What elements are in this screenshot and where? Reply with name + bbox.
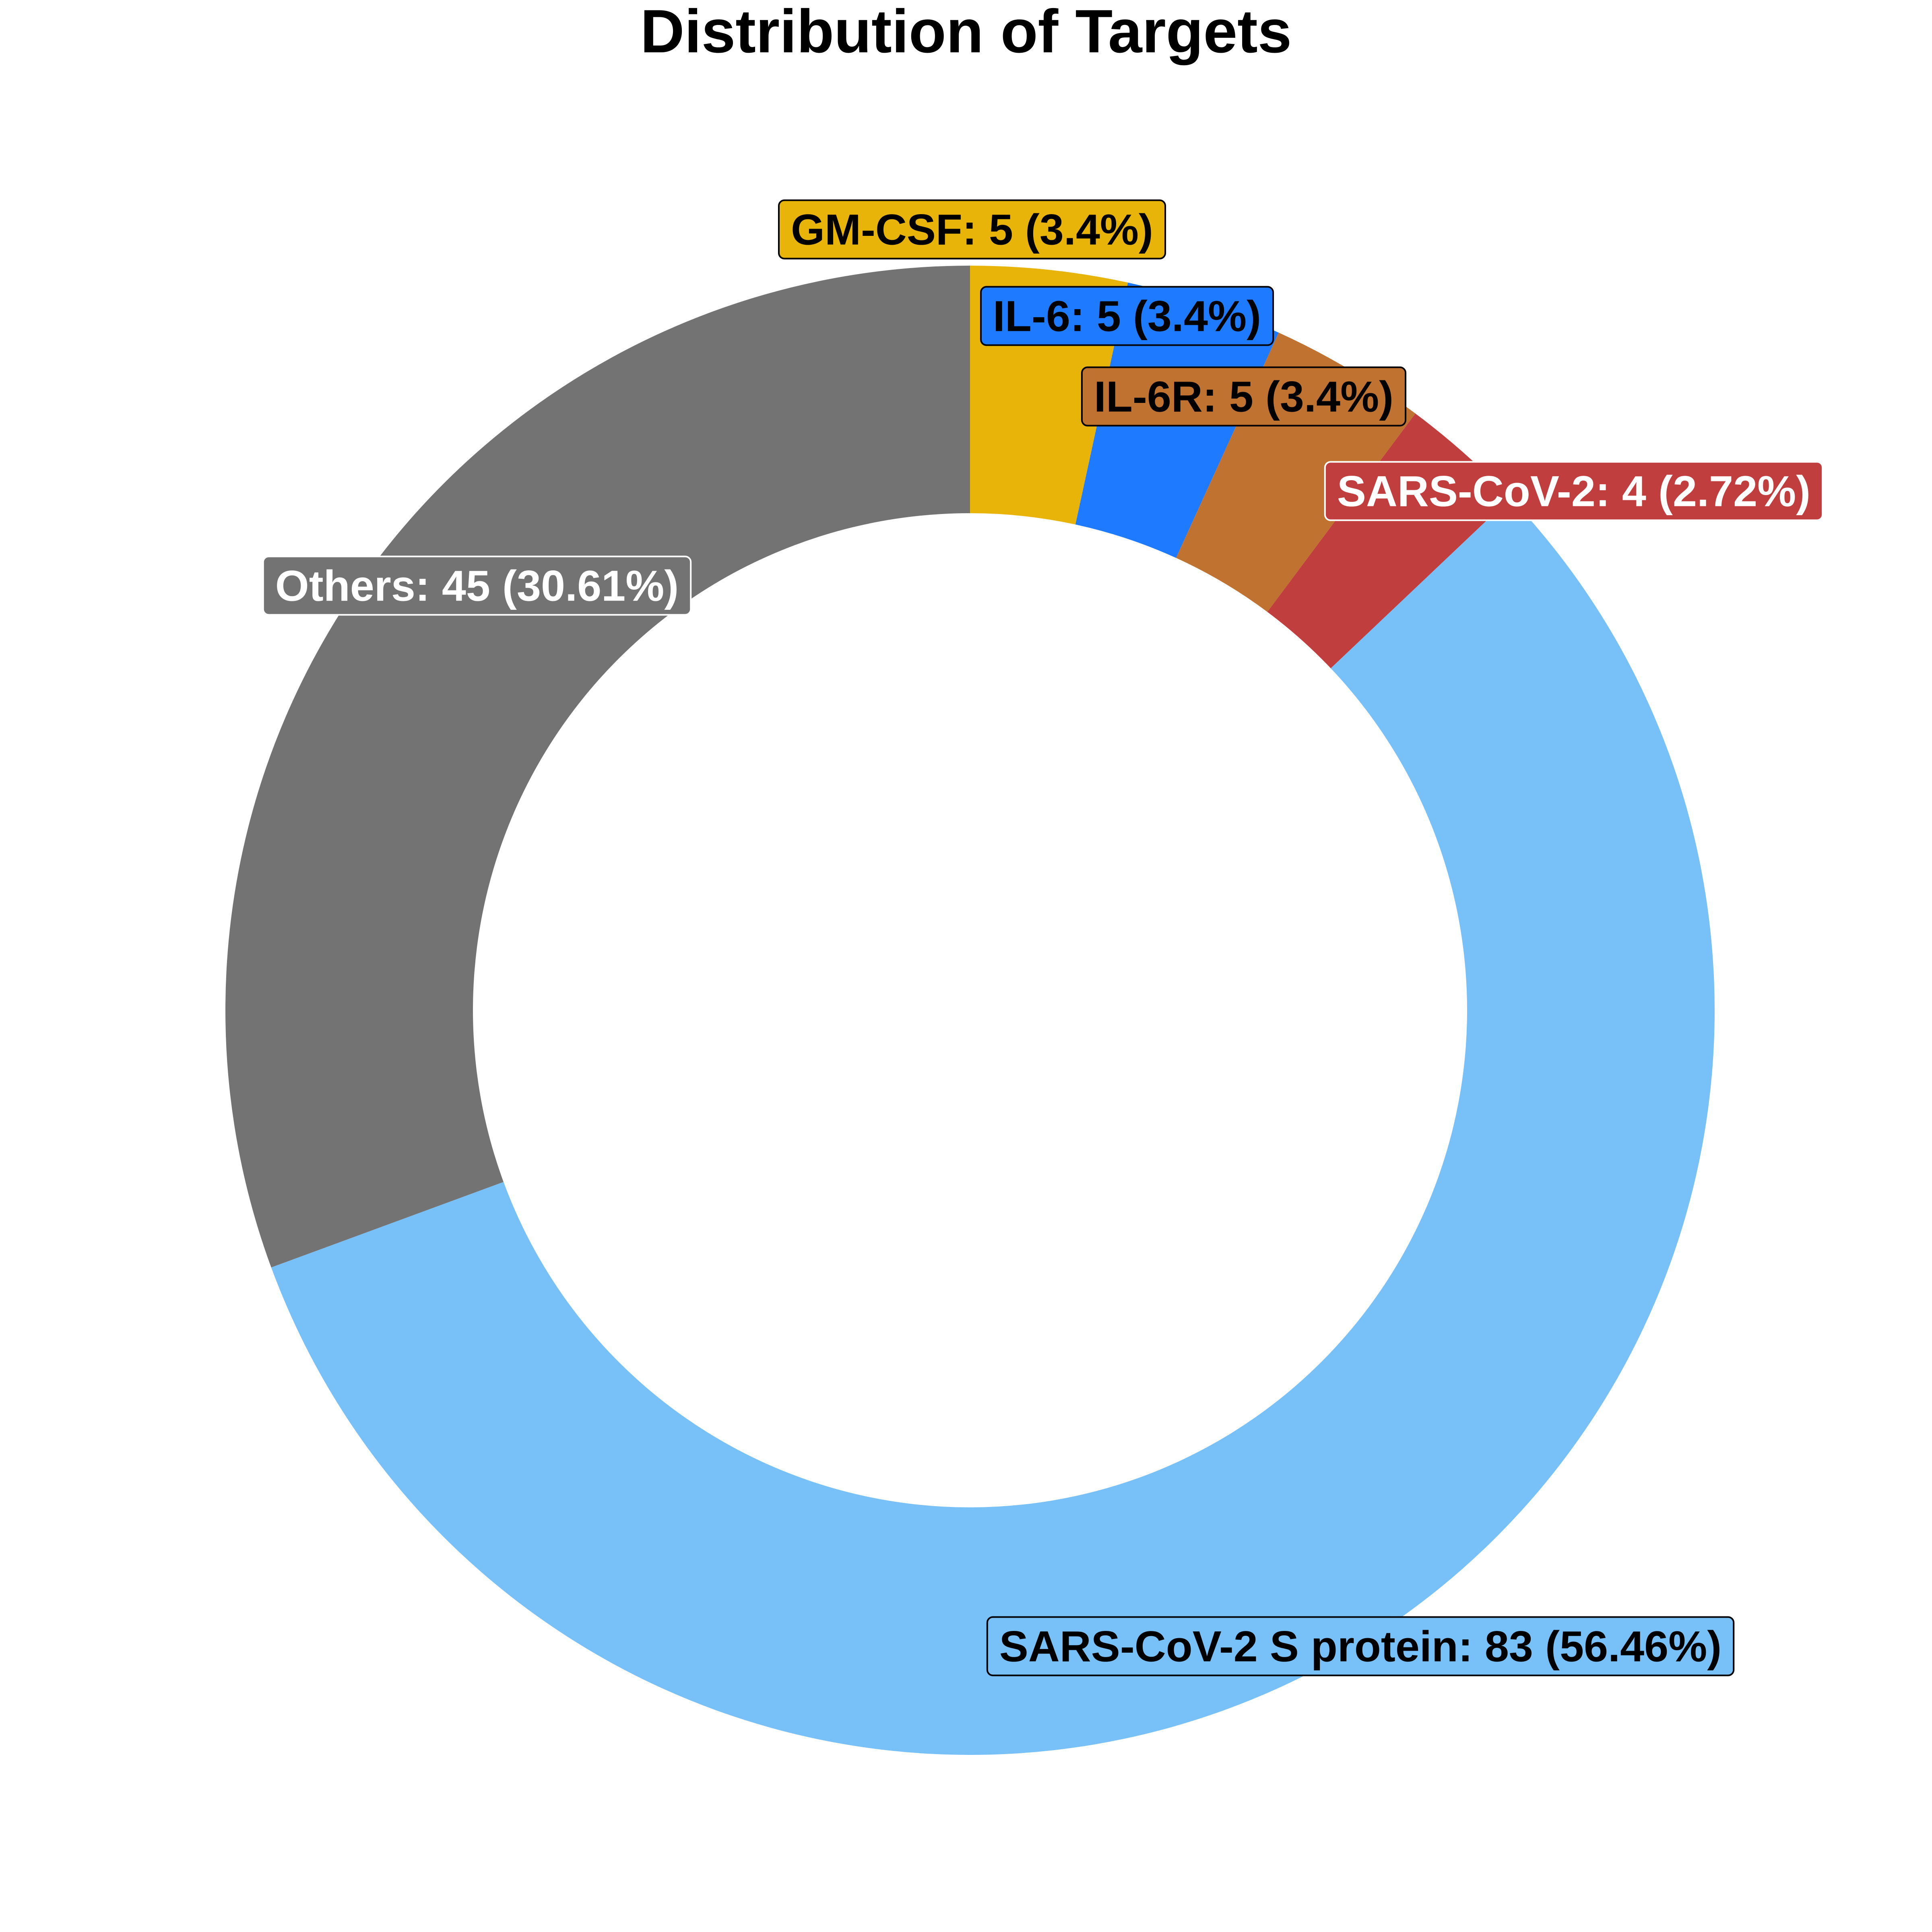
slice-label-text: Others: 45 (30.61%)	[275, 561, 679, 610]
slice-sars-cov-2-s-protein	[271, 498, 1715, 1755]
slice-label-il-6r: IL-6R: 5 (3.4%)	[1081, 366, 1407, 427]
slice-label-box	[1324, 461, 1824, 521]
slice-label-text: GM-CSF: 5 (3.4%)	[791, 205, 1153, 254]
slice-label-sars-cov-2-s-protein: SARS-CoV-2 S protein: 83 (56.46%)	[986, 1616, 1735, 1676]
slice-label-box	[262, 555, 692, 616]
slice-label-gm-csf: GM-CSF: 5 (3.4%)	[778, 199, 1166, 260]
slice-label-text: IL-6R: 5 (3.4%)	[1094, 372, 1393, 421]
slice-label-others: Others: 45 (30.61%)	[262, 555, 692, 616]
slice-label-box	[1081, 366, 1407, 427]
slice-label-text: SARS-CoV-2 S protein: 83 (56.46%)	[999, 1622, 1721, 1671]
slice-label-il-6: IL-6: 5 (3.4%)	[980, 286, 1274, 346]
slice-label-box	[980, 286, 1274, 346]
slice-label-text: SARS-CoV-2: 4 (2.72%)	[1337, 467, 1810, 516]
chart-title: Distribution of Targets	[640, 0, 1292, 66]
slice-others	[225, 266, 970, 1267]
slice-label-text: IL-6: 5 (3.4%)	[993, 292, 1261, 341]
slice-label-sars-cov-2: SARS-CoV-2: 4 (2.72%)	[1324, 461, 1824, 521]
slice-label-box	[778, 199, 1166, 260]
label-group: GM-CSF: 5 (3.4%) IL-6: 5 (3.4%) IL-6R: 5 (…	[262, 199, 1824, 1676]
slice-label-box	[986, 1616, 1735, 1676]
